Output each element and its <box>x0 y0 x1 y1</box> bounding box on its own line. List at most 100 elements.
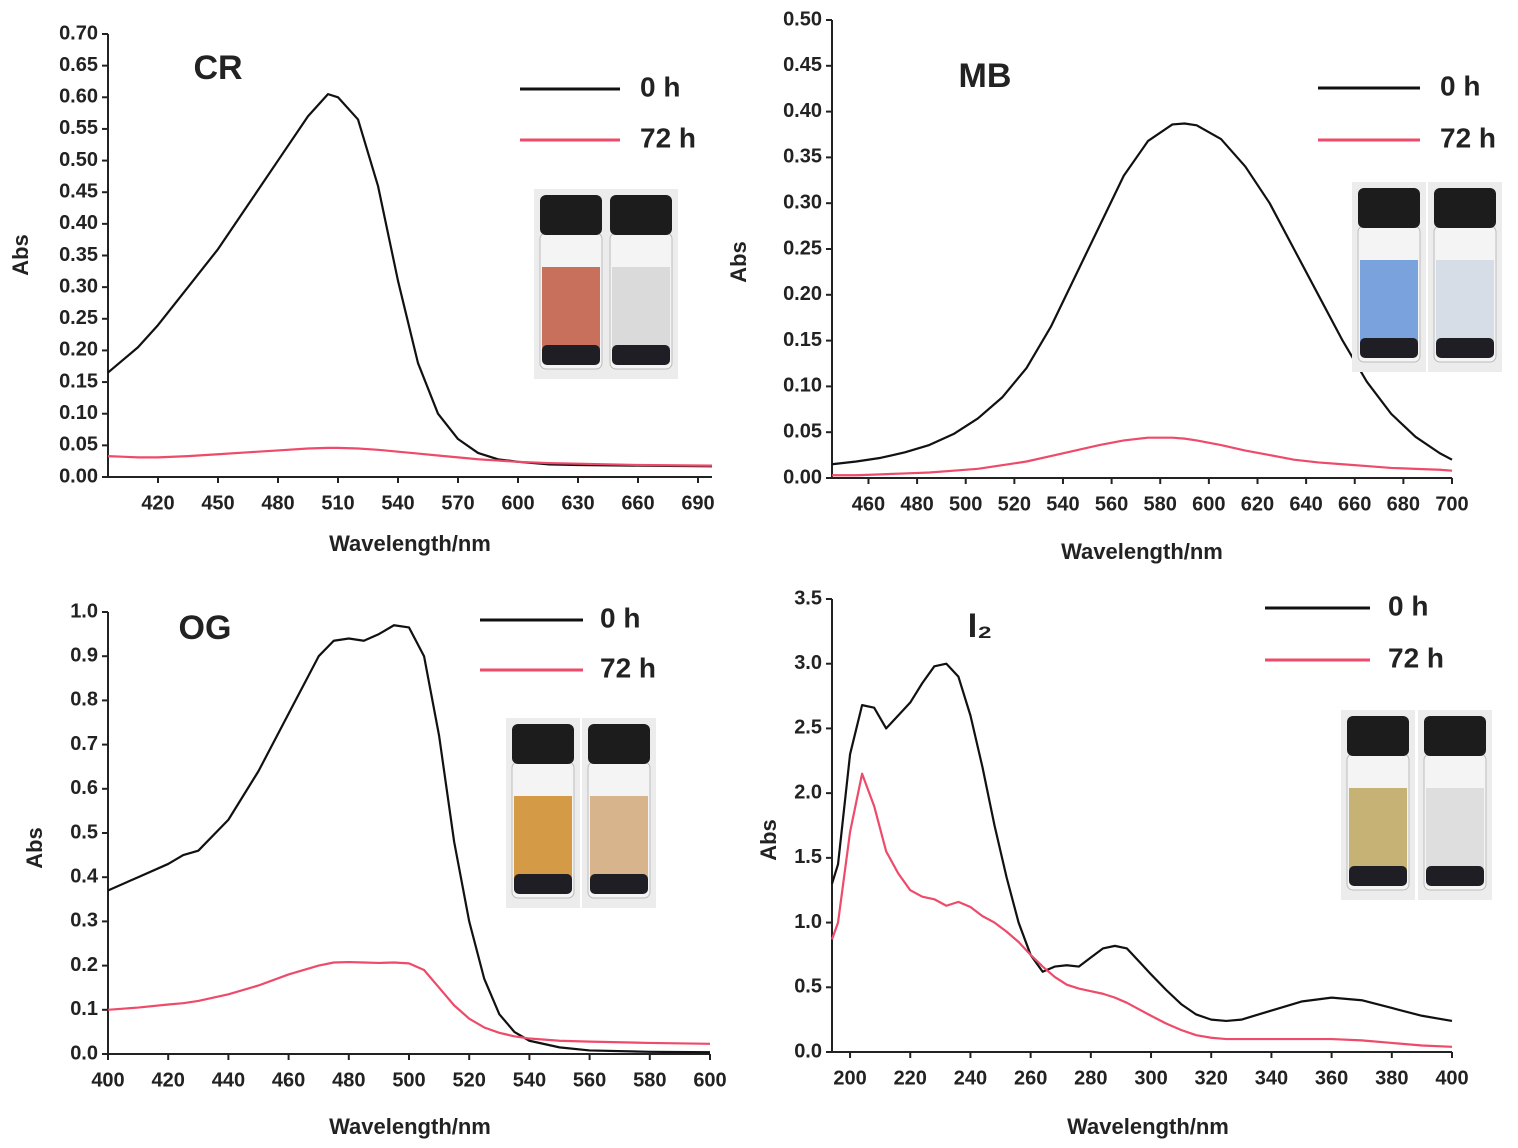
x-axis-label: Wavelength/nm <box>1067 1114 1229 1139</box>
y-tick-label: 0.20 <box>59 339 98 361</box>
y-tick-label: 0.00 <box>783 466 822 488</box>
x-tick-label: 660 <box>621 492 654 514</box>
y-tick-label: 0.40 <box>783 100 822 122</box>
y-tick-label: 0.8 <box>70 689 98 711</box>
y-tick-label: 3.0 <box>794 652 822 674</box>
vial-bottom <box>514 874 572 894</box>
y-tick-label: 0.6 <box>70 777 98 799</box>
x-tick-label: 360 <box>1315 1067 1348 1089</box>
y-tick-label: 0.2 <box>70 954 98 976</box>
y-tick-label: 0.70 <box>59 22 98 44</box>
y-tick-label: 0.35 <box>783 146 822 168</box>
y-tick-label: 2.0 <box>794 781 822 803</box>
y-tick-label: 3.5 <box>794 587 822 609</box>
x-tick-label: 400 <box>91 1069 124 1091</box>
x-tick-label: 460 <box>272 1069 305 1091</box>
vial <box>1428 182 1502 372</box>
vial-bottom <box>590 874 648 894</box>
x-tick-label: 240 <box>954 1067 987 1089</box>
y-tick-label: 0.9 <box>70 644 98 666</box>
vial-cap <box>512 724 574 764</box>
x-tick-label: 600 <box>501 492 534 514</box>
x-tick-label: 200 <box>833 1067 866 1089</box>
y-tick-label: 0.25 <box>783 237 822 259</box>
y-tick-label: 0.15 <box>59 370 98 392</box>
y-tick-label: 0.35 <box>59 244 98 266</box>
vial-bottom <box>1426 866 1484 886</box>
y-tick-label: 0.25 <box>59 307 98 329</box>
y-tick-label: 0.55 <box>59 117 98 139</box>
x-tick-label: 260 <box>1014 1067 1047 1089</box>
y-tick-label: 0.05 <box>783 420 822 442</box>
panel-title: OG <box>179 609 232 647</box>
x-tick-label: 340 <box>1255 1067 1288 1089</box>
vial-bottom <box>1360 338 1418 358</box>
y-tick-label: 0.1 <box>70 998 98 1020</box>
x-tick-label: 700 <box>1435 493 1468 515</box>
x-tick-label: 450 <box>201 492 234 514</box>
series-line <box>832 436 1453 477</box>
x-tick-label: 280 <box>1074 1067 1107 1089</box>
x-tick-label: 500 <box>949 493 982 515</box>
legend-label: 0 h <box>1388 590 1428 621</box>
y-tick-label: 0.15 <box>783 329 822 351</box>
x-tick-label: 480 <box>332 1069 365 1091</box>
x-tick-label: 540 <box>513 1069 546 1091</box>
vial-liquid <box>1349 788 1407 880</box>
x-tick-label: 560 <box>573 1069 606 1091</box>
y-tick-label: 0.10 <box>59 402 98 424</box>
x-tick-label: 560 <box>1095 493 1128 515</box>
vial-cap <box>1347 716 1409 756</box>
vial <box>1341 710 1415 900</box>
x-tick-label: 440 <box>212 1069 245 1091</box>
legend-label: 0 h <box>1440 70 1480 101</box>
y-tick-label: 1.0 <box>70 600 98 622</box>
x-tick-label: 420 <box>141 492 174 514</box>
x-tick-label: 690 <box>681 492 714 514</box>
y-tick-label: 0.5 <box>794 976 822 998</box>
x-tick-label: 480 <box>900 493 933 515</box>
y-tick-label: 0.0 <box>794 1040 822 1062</box>
y-tick-label: 0.10 <box>783 375 822 397</box>
x-tick-label: 420 <box>152 1069 185 1091</box>
vial <box>604 189 678 379</box>
legend-label: 72 h <box>1440 122 1496 153</box>
y-tick-label: 0.3 <box>70 910 98 932</box>
x-tick-label: 580 <box>633 1069 666 1091</box>
x-tick-label: 570 <box>441 492 474 514</box>
legend-label: 72 h <box>600 652 656 683</box>
y-tick-label: 2.5 <box>794 717 822 739</box>
x-tick-label: 400 <box>1435 1067 1468 1089</box>
x-tick-label: 620 <box>1241 493 1274 515</box>
x-tick-label: 580 <box>1144 493 1177 515</box>
x-tick-label: 460 <box>852 493 885 515</box>
vial-cap <box>1434 188 1496 228</box>
y-tick-label: 0.65 <box>59 54 98 76</box>
y-axis-label: Abs <box>756 819 781 861</box>
vial <box>506 718 580 908</box>
y-tick-label: 0.4 <box>70 865 99 887</box>
vial-liquid <box>514 796 572 888</box>
vial-bottom <box>1436 338 1494 358</box>
y-axis-label: Abs <box>22 827 47 869</box>
legend-label: 0 h <box>600 602 640 633</box>
y-tick-label: 0.30 <box>59 275 98 297</box>
x-tick-label: 660 <box>1338 493 1371 515</box>
vial-cap <box>1424 716 1486 756</box>
x-tick-label: 320 <box>1195 1067 1228 1089</box>
y-tick-label: 0.00 <box>59 465 98 487</box>
vial <box>1352 182 1426 372</box>
x-tick-label: 600 <box>693 1069 726 1091</box>
x-tick-label: 520 <box>998 493 1031 515</box>
x-tick-label: 600 <box>1192 493 1225 515</box>
y-tick-label: 0.50 <box>783 8 822 30</box>
x-tick-label: 540 <box>1046 493 1079 515</box>
vial-liquid <box>590 796 648 888</box>
y-tick-label: 0.30 <box>783 191 822 213</box>
vial-liquid <box>542 267 600 359</box>
y-tick-label: 1.0 <box>794 911 822 933</box>
x-axis-label: Wavelength/nm <box>329 531 491 556</box>
x-tick-label: 380 <box>1375 1067 1408 1089</box>
